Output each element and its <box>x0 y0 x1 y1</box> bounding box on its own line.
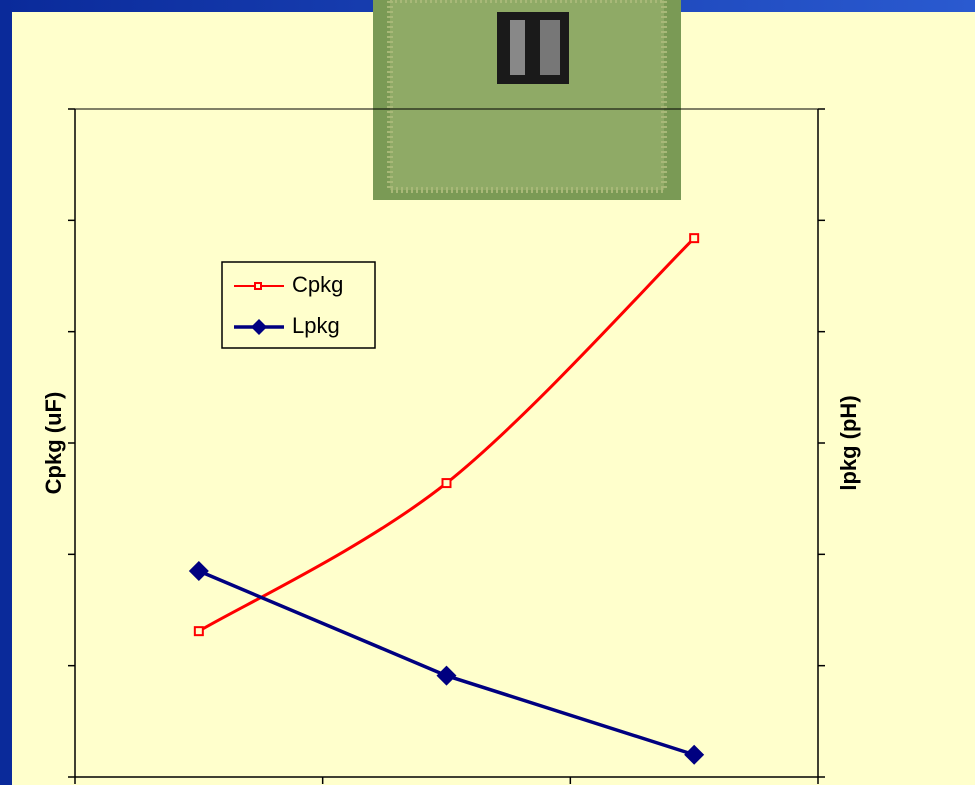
chip-photo <box>373 0 681 200</box>
y2-axis-label: lpkg (pH) <box>836 395 861 490</box>
point <box>443 479 451 487</box>
point <box>690 234 698 242</box>
legend-marker <box>255 283 261 289</box>
legend: Cpkg Lpkg <box>222 262 375 348</box>
slide: Cpkg (uF) lpkg (pH) Cpkg Lpkg <box>0 0 975 785</box>
point <box>195 627 203 635</box>
legend-label: Lpkg <box>292 313 340 338</box>
legend-label: Cpkg <box>292 272 343 297</box>
y-axis-label: Cpkg (uF) <box>41 392 66 495</box>
page: {"chart_data": {"type": "line", "y_label… <box>0 0 975 785</box>
